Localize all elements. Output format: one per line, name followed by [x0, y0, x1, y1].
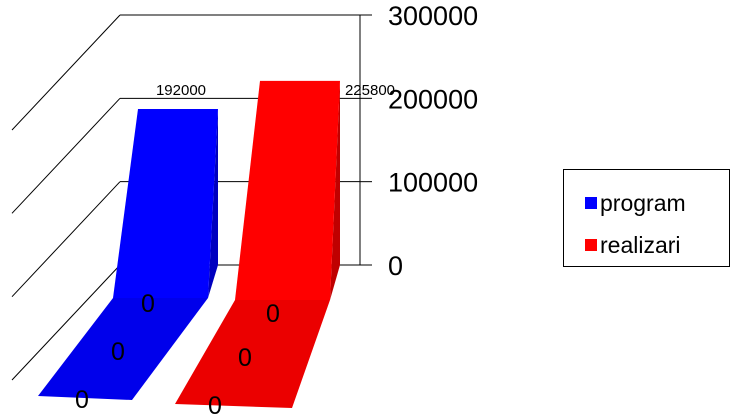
series-side-realizari	[330, 80, 340, 300]
series-floor-program	[38, 298, 208, 400]
legend-label-realizari: realizari	[600, 231, 681, 258]
legend-item-realizari: realizari	[585, 230, 681, 260]
series-floor-realizari	[175, 300, 330, 408]
legend-item-program: program	[585, 188, 686, 218]
data-label: 0	[75, 386, 89, 414]
legend: program realizari	[563, 169, 730, 267]
bars	[38, 80, 340, 408]
data-label: 0	[111, 338, 125, 366]
gridline-depth	[11, 181, 121, 298]
y-tick-label: 200000	[388, 84, 478, 114]
y-axis-ticks: 300000 200000 100000 0	[359, 1, 478, 281]
legend-swatch-realizari	[585, 239, 597, 251]
y-tick-label: 0	[388, 251, 403, 281]
legend-label-program: program	[600, 189, 686, 216]
gridline-depth	[11, 14, 121, 131]
data-label: 225800	[345, 82, 395, 99]
gridline-depth	[11, 97, 121, 214]
data-label: 192000	[156, 82, 206, 99]
y-tick-label: 100000	[388, 168, 478, 198]
series-rise-program	[113, 109, 218, 298]
data-label: 0	[208, 392, 222, 414]
y-tick-label: 300000	[388, 1, 478, 31]
data-label: 0	[141, 290, 155, 318]
data-label: 0	[266, 300, 280, 328]
data-label: 0	[238, 344, 252, 372]
gridline-depth	[11, 264, 121, 381]
series-rise-realizari	[235, 80, 340, 300]
legend-swatch-program	[585, 197, 597, 209]
